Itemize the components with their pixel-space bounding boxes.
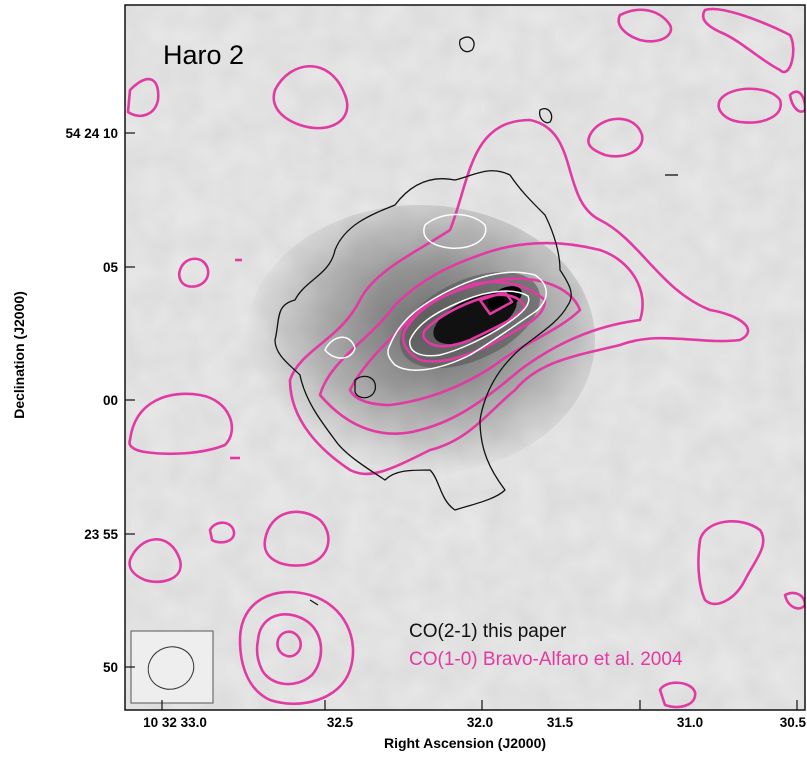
co10-contours <box>126 7 805 709</box>
legend-entry-co10: CO(1-0) Bravo-Alfaro et al. 2004 <box>409 649 683 670</box>
legend-entry-co21: CO(2-1) this paper <box>409 621 567 642</box>
plot-frame <box>124 4 806 711</box>
y-tick-label: 05 <box>103 260 119 275</box>
y-tick-label: 23 55 <box>84 527 118 542</box>
y-tick-label: 00 <box>103 393 118 408</box>
greyscale-map <box>125 5 805 710</box>
x-tick-labels: 10 32 33.0 32.5 32.0 31.5 31.0 <box>143 715 703 730</box>
y-tick-label: 54 24 10 <box>65 126 118 141</box>
x-axis-title: Right Ascension (J2000) <box>384 735 546 751</box>
x-tick-label: 31.0 <box>677 715 703 730</box>
y-tick-labels: 54 24 10 05 00 23 55 50 <box>65 126 118 675</box>
x-tick-label: 32.5 <box>327 715 354 730</box>
y-tick-label: 50 <box>103 660 118 675</box>
map-title: Haro 2 <box>163 40 244 70</box>
x-tick-label: 10 32 33.0 <box>143 715 207 730</box>
co21-contours <box>274 36 678 606</box>
x-tick-label: 31.5 <box>547 715 574 730</box>
x-tick-label: 32.0 <box>467 715 493 730</box>
beam-box <box>130 630 214 704</box>
tick-marks <box>125 132 798 710</box>
inner-contours <box>324 213 547 371</box>
y-axis-title: Declination (J2000) <box>11 291 27 419</box>
x-tick-label: 30.5 <box>780 715 807 730</box>
